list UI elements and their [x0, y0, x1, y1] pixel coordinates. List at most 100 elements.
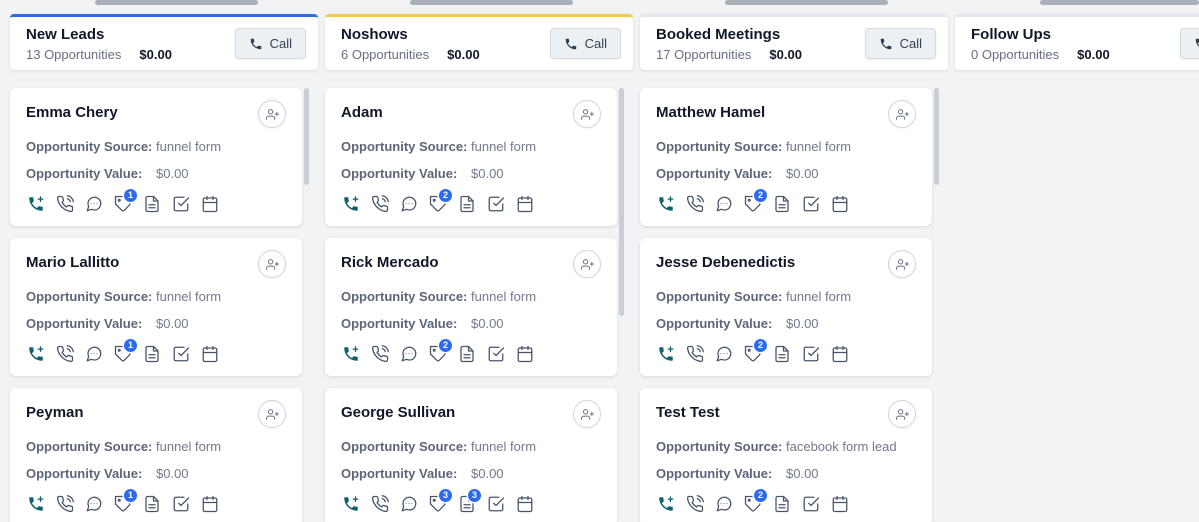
tasks-button[interactable]	[486, 194, 506, 214]
add-call-button[interactable]	[656, 344, 676, 364]
add-contact-button[interactable]	[258, 100, 286, 128]
tasks-button[interactable]	[171, 344, 191, 364]
phone-call-button[interactable]	[55, 194, 75, 214]
tasks-button[interactable]	[801, 494, 821, 514]
tags-button[interactable]: 2	[743, 489, 767, 514]
calendar-button[interactable]	[200, 344, 220, 364]
opportunity-card[interactable]: Rick Mercado Opportunity Source: funnel …	[325, 238, 617, 376]
add-contact-button[interactable]	[888, 400, 916, 428]
add-contact-button[interactable]	[258, 400, 286, 428]
calendar-button[interactable]	[200, 194, 220, 214]
message-icon	[85, 495, 103, 513]
horizontal-scrollbar-thumb[interactable]	[1040, 0, 1199, 5]
add-call-button[interactable]	[341, 494, 361, 514]
tags-button[interactable]: 2	[428, 339, 452, 364]
calendar-button[interactable]	[515, 194, 535, 214]
add-call-button[interactable]	[26, 494, 46, 514]
opportunity-card[interactable]: Matthew Hamel Opportunity Source: funnel…	[640, 88, 932, 226]
horizontal-scrollbar-thumb[interactable]	[95, 0, 258, 5]
notes-button[interactable]	[772, 344, 792, 364]
add-contact-button[interactable]	[573, 100, 601, 128]
message-button[interactable]	[84, 494, 104, 514]
calendar-button[interactable]	[830, 494, 850, 514]
column-scrollbar[interactable]	[934, 88, 939, 185]
phone-call-button[interactable]	[370, 344, 390, 364]
add-call-button[interactable]	[656, 494, 676, 514]
phone-call-icon	[686, 495, 704, 513]
opportunity-card[interactable]: George Sullivan Opportunity Source: funn…	[325, 388, 617, 522]
message-button[interactable]	[714, 494, 734, 514]
message-button[interactable]	[399, 194, 419, 214]
call-button[interactable]: Call	[234, 28, 306, 59]
notes-button[interactable]	[142, 494, 162, 514]
phone-call-button[interactable]	[685, 344, 705, 364]
tags-button[interactable]: 1	[113, 489, 137, 514]
notes-button[interactable]	[142, 344, 162, 364]
opportunity-name: Mario Lallitto	[26, 254, 120, 271]
tasks-button[interactable]	[486, 344, 506, 364]
message-button[interactable]	[84, 194, 104, 214]
opportunity-card[interactable]: Emma Chery Opportunity Source: funnel fo…	[10, 88, 302, 226]
message-button[interactable]	[399, 494, 419, 514]
tasks-button[interactable]	[801, 344, 821, 364]
calendar-button[interactable]	[830, 194, 850, 214]
opportunity-source-label: Opportunity Source:	[341, 289, 468, 304]
add-contact-button[interactable]	[888, 100, 916, 128]
call-button[interactable]: Call	[1179, 28, 1199, 59]
horizontal-scrollbar-thumb[interactable]	[725, 0, 888, 5]
notes-button[interactable]	[457, 194, 477, 214]
add-call-button[interactable]	[656, 194, 676, 214]
phone-call-button[interactable]	[685, 494, 705, 514]
message-icon	[715, 345, 733, 363]
notes-button[interactable]	[457, 344, 477, 364]
tasks-button[interactable]	[486, 494, 506, 514]
add-contact-button[interactable]	[573, 400, 601, 428]
add-call-button[interactable]	[26, 344, 46, 364]
tasks-button[interactable]	[801, 194, 821, 214]
phone-call-button[interactable]	[685, 194, 705, 214]
column-scrollbar[interactable]	[304, 88, 309, 185]
tags-button[interactable]: 1	[113, 339, 137, 364]
tags-button[interactable]: 2	[743, 339, 767, 364]
calendar-button[interactable]	[830, 344, 850, 364]
notes-button[interactable]	[772, 494, 792, 514]
tags-button[interactable]: 3	[428, 489, 452, 514]
phone-call-button[interactable]	[55, 344, 75, 364]
opportunity-card[interactable]: Adam Opportunity Source: funnel form Opp…	[325, 88, 617, 226]
call-button[interactable]: Call	[864, 28, 936, 59]
opportunity-card[interactable]: Test Test Opportunity Source: facebook f…	[640, 388, 932, 522]
add-call-button[interactable]	[341, 344, 361, 364]
phone-call-button[interactable]	[55, 494, 75, 514]
add-call-button[interactable]	[26, 194, 46, 214]
message-button[interactable]	[714, 194, 734, 214]
tasks-button[interactable]	[171, 494, 191, 514]
phone-call-button[interactable]	[370, 494, 390, 514]
tags-button[interactable]: 2	[743, 189, 767, 214]
column-scrollbar[interactable]	[619, 88, 624, 316]
phone-add-icon	[657, 195, 675, 213]
tags-button[interactable]: 2	[428, 189, 452, 214]
opportunity-card[interactable]: Mario Lallitto Opportunity Source: funne…	[10, 238, 302, 376]
opportunity-card[interactable]: Peyman Opportunity Source: funnel form O…	[10, 388, 302, 522]
opportunity-value-value: $0.00	[471, 166, 504, 181]
tags-button[interactable]: 1	[113, 189, 137, 214]
message-button[interactable]	[399, 344, 419, 364]
notes-button[interactable]	[142, 194, 162, 214]
add-contact-button[interactable]	[573, 250, 601, 278]
message-button[interactable]	[714, 344, 734, 364]
message-button[interactable]	[84, 344, 104, 364]
notes-button[interactable]	[772, 194, 792, 214]
tasks-button[interactable]	[171, 194, 191, 214]
notes-button[interactable]: 3	[457, 489, 481, 514]
add-call-button[interactable]	[341, 194, 361, 214]
calendar-button[interactable]	[515, 344, 535, 364]
calendar-icon	[831, 345, 849, 363]
add-contact-button[interactable]	[888, 250, 916, 278]
calendar-button[interactable]	[515, 494, 535, 514]
phone-call-button[interactable]	[370, 194, 390, 214]
opportunity-card[interactable]: Jesse Debenedictis Opportunity Source: f…	[640, 238, 932, 376]
calendar-button[interactable]	[200, 494, 220, 514]
add-contact-button[interactable]	[258, 250, 286, 278]
call-button[interactable]: Call	[549, 28, 621, 59]
horizontal-scrollbar-thumb[interactable]	[410, 0, 573, 5]
